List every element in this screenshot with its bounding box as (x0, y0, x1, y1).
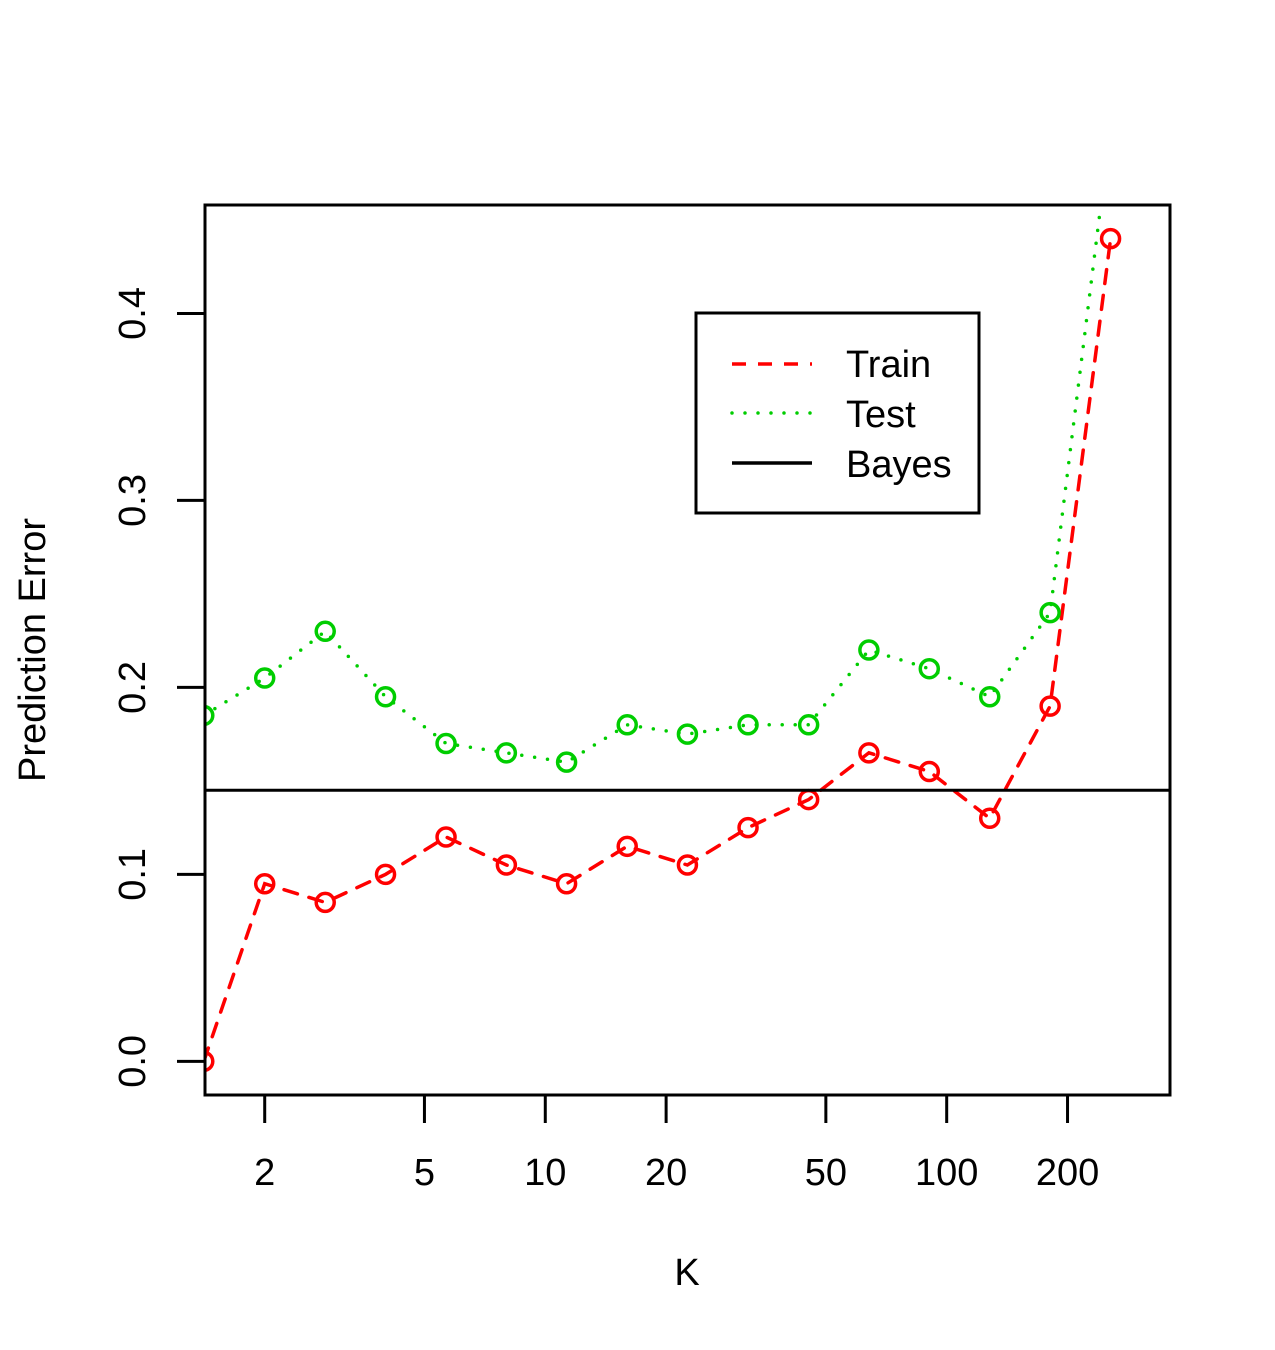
data-point-test (616, 714, 638, 736)
x-tick-label: 200 (1036, 1152, 1099, 1194)
data-point-train (616, 835, 638, 858)
legend-label-test: Test (846, 394, 916, 436)
legend-box (694, 311, 981, 515)
y-tick-label: 0.0 (112, 1035, 154, 1088)
y-axis: 0.0 0.1 0.2 0.3 0.4 (112, 287, 205, 1088)
data-point-train (374, 863, 397, 886)
data-point-train (918, 760, 941, 783)
data-point-test (676, 723, 699, 745)
data-point-train (253, 872, 276, 895)
data-point-train (1099, 227, 1122, 250)
data-point-train (314, 891, 336, 914)
x-axis: 2 5 10 20 50 100 200 (254, 1095, 1099, 1194)
series-layer (205, 205, 1170, 1073)
data-point-test (495, 742, 518, 764)
x-tick-label: 10 (524, 1152, 566, 1194)
data-point-test (205, 704, 215, 727)
data-point-test (978, 685, 1001, 708)
data-point-test (797, 714, 820, 736)
y-tick-label: 0.3 (112, 474, 154, 527)
data-point-train (555, 872, 578, 895)
data-point-train (978, 807, 1001, 830)
data-point-test (1039, 601, 1061, 624)
data-point-train (676, 854, 699, 876)
legend-label-train: Train (846, 344, 931, 386)
series-line-train (205, 236, 1113, 1063)
legend-label-bayes: Bayes (846, 444, 952, 486)
y-axis-title: Prediction Error (12, 518, 54, 782)
data-point-train (1039, 695, 1061, 717)
data-point-train (495, 854, 518, 876)
data-point-test (435, 732, 457, 755)
legend: Train Test Bayes (694, 311, 981, 515)
y-tick-label: 0.1 (112, 848, 154, 901)
data-point-test (253, 667, 276, 689)
x-axis-title: K (674, 1252, 699, 1294)
data-point-test (858, 639, 880, 661)
x-tick-label: 5 (414, 1152, 435, 1194)
data-point-train (205, 1050, 215, 1073)
plot-frame (203, 203, 1172, 1097)
data-point-test (918, 657, 941, 680)
data-point-test (314, 620, 336, 643)
y-tick-label: 0.2 (112, 661, 154, 714)
data-point-test (555, 751, 578, 773)
y-tick-label: 0.4 (112, 287, 154, 340)
data-point-train (737, 816, 759, 839)
x-tick-label: 100 (915, 1152, 978, 1194)
data-point-test (374, 685, 397, 708)
data-point-train (435, 826, 457, 848)
x-tick-label: 20 (645, 1152, 687, 1194)
x-tick-label: 50 (805, 1152, 847, 1194)
data-point-test (737, 714, 759, 736)
data-point-train (858, 742, 880, 764)
x-tick-label: 2 (254, 1152, 275, 1194)
